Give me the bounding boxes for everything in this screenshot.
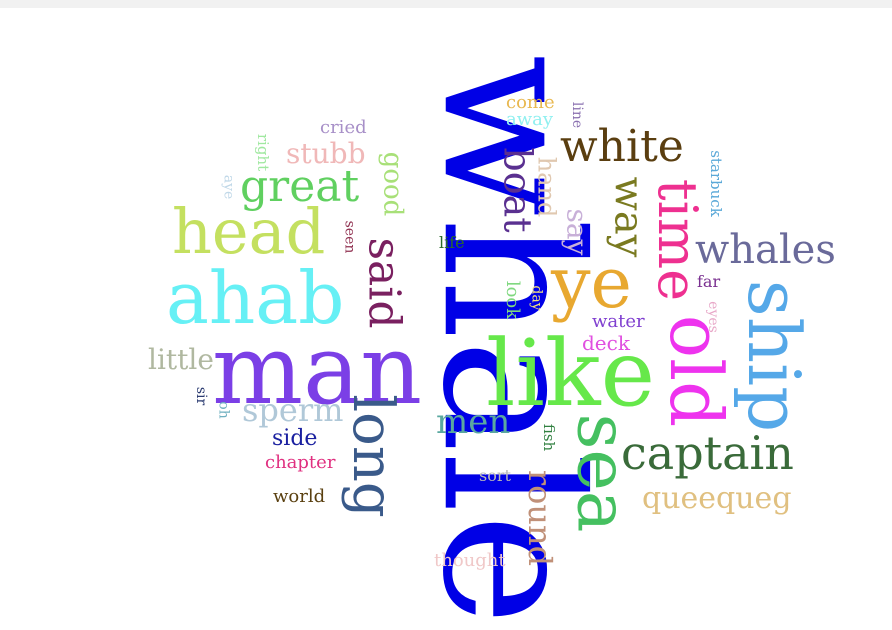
word-said: said [358, 237, 410, 329]
word-way: way [605, 176, 652, 258]
word-hand: hand [532, 156, 561, 218]
word-look: look [502, 280, 524, 320]
word-starbuck: starbuck [706, 150, 725, 217]
word-chapter: chapter [265, 452, 336, 473]
word-boat: boat [495, 147, 540, 233]
word-stubb: stubb [286, 137, 366, 170]
word-come: come [506, 92, 555, 113]
word-day: day [528, 285, 545, 311]
word-life: life [439, 233, 465, 252]
word-far: far [697, 272, 721, 291]
word-side: side [272, 426, 318, 451]
word-say: say [560, 208, 594, 256]
word-cried: cried [320, 117, 367, 138]
word-fish: fish [540, 423, 559, 452]
word-old: old [654, 314, 739, 428]
word-white: white [560, 121, 684, 172]
word-oh: oh [215, 401, 232, 419]
word-thought: thought [434, 550, 506, 571]
word-eyes: eyes [704, 301, 721, 333]
word-sir: sir [193, 386, 210, 406]
word-head: head [172, 195, 326, 268]
word-ye: ye [551, 242, 632, 324]
word-seen: seen [341, 220, 358, 254]
word-water: water [592, 311, 645, 332]
word-queequeg: queequeg [642, 481, 792, 516]
word-like: like [486, 320, 656, 427]
word-ship: ship [732, 279, 817, 433]
top-strip [0, 0, 892, 8]
word-line: line [569, 101, 586, 129]
word-long: long [339, 394, 405, 518]
word-sperm: sperm [242, 391, 344, 429]
word-round: round [521, 469, 560, 567]
word-right: right [254, 133, 273, 172]
word-sort: sort [479, 466, 511, 485]
word-ahab: ahab [166, 256, 345, 340]
word-world: world [273, 486, 326, 507]
word-whales: whales [695, 227, 836, 273]
word-men: men [436, 402, 511, 442]
word-little: little [148, 343, 214, 376]
word-great: great [240, 161, 360, 212]
word-deck: deck [582, 331, 630, 355]
word-captain: captain [621, 426, 794, 480]
word-away: away [506, 109, 554, 130]
word-good: good [377, 151, 408, 217]
word-man: man [212, 314, 423, 426]
word-aye: aye [220, 174, 237, 200]
